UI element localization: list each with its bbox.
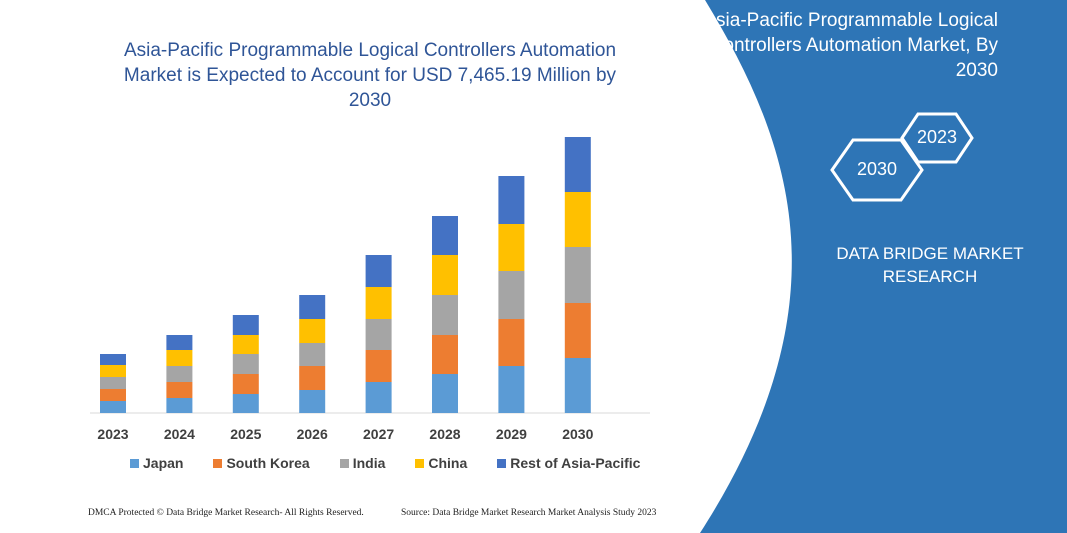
- hex-label-2023: 2023: [916, 127, 958, 147]
- bar-2024-rest-of-asia-pacific: [166, 335, 193, 350]
- bar-2026-china: [299, 319, 326, 343]
- bar-2029-rest-of-asia-pacific: [498, 176, 525, 224]
- x-tick-label: 2027: [363, 426, 395, 442]
- legend-item-rest-of-asia-pacific: Rest of Asia-Pacific: [497, 455, 640, 471]
- bar-2027-japan: [365, 382, 392, 413]
- bar-2023-china: [100, 365, 126, 377]
- legend-swatch: [339, 458, 349, 468]
- bar-2029-china: [498, 224, 525, 271]
- bar-2030-south-korea: [564, 303, 591, 358]
- bar-2028-japan: [432, 374, 458, 413]
- legend-swatch: [415, 458, 425, 468]
- bar-2026-rest-of-asia-pacific: [299, 295, 326, 319]
- bar-2027-india: [365, 319, 392, 350]
- bars: [100, 137, 591, 413]
- legend: Japan South Korea India China Rest of As…: [130, 455, 640, 471]
- panel-title: Asia-Pacific Programmable Logical Contro…: [703, 10, 998, 81]
- bar-2028-rest-of-asia-pacific: [432, 216, 458, 255]
- bar-2030-china: [564, 192, 591, 247]
- bar-2030-japan: [564, 358, 591, 413]
- bar-2024-japan: [166, 398, 193, 413]
- x-tick-label: 2024: [163, 426, 195, 442]
- bar-2029-japan: [498, 366, 525, 413]
- legend-swatch: [213, 458, 223, 468]
- bar-2027-rest-of-asia-pacific: [365, 255, 392, 287]
- bar-2025-china: [232, 335, 259, 354]
- legend-item-south-korea: South Korea: [213, 455, 310, 471]
- bar-2030-india: [564, 247, 591, 303]
- bar-2029-south-korea: [498, 319, 525, 366]
- bar-2028-south-korea: [432, 335, 458, 374]
- legend-swatch: [497, 458, 507, 468]
- bar-2024-china: [166, 350, 193, 366]
- x-tick-label: 2025: [230, 426, 262, 442]
- hexagon-2030-icon: [830, 138, 924, 202]
- x-tick-label: 2028: [429, 426, 461, 442]
- footer-source: Source: Data Bridge Market Research Mark…: [401, 508, 657, 518]
- legend-swatch: [130, 458, 139, 468]
- bar-2023-rest-of-asia-pacific: [100, 354, 126, 365]
- bar-2023-india: [100, 377, 126, 389]
- footer-copyright: DMCA Protected © Data Bridge Market Rese…: [88, 508, 364, 518]
- x-tick-label: 2026: [296, 426, 328, 442]
- legend-item-japan: Japan: [130, 455, 183, 471]
- hexagon-2023-icon: [900, 112, 974, 164]
- x-tick-label: 2029: [495, 426, 527, 442]
- bar-2023-japan: [100, 401, 126, 413]
- bar-2026-japan: [299, 390, 326, 413]
- legend-label: China: [428, 455, 468, 471]
- x-tick-label: 2030: [562, 426, 594, 442]
- bar-2027-china: [365, 287, 392, 319]
- blue-panel: [700, 0, 1067, 533]
- legend-item-india: India: [339, 455, 386, 471]
- hex-label-2030: 2030: [856, 159, 898, 179]
- bar-2025-india: [232, 354, 259, 374]
- bar-2030-rest-of-asia-pacific: [564, 137, 591, 192]
- bar-2027-south-korea: [365, 350, 392, 382]
- bar-2025-rest-of-asia-pacific: [232, 315, 259, 335]
- legend-label: India: [352, 455, 386, 471]
- chart-title: Asia-Pacific Programmable Logical Contro…: [123, 40, 617, 111]
- bar-2028-india: [432, 295, 458, 335]
- x-tick-label: 2023: [97, 426, 129, 442]
- bar-2024-south-korea: [166, 382, 193, 398]
- bar-2026-india: [299, 343, 326, 366]
- legend-label: Japan: [143, 455, 184, 471]
- bar-2026-south-korea: [299, 366, 326, 390]
- brand-name: DATA BRIDGE MARKET RESEARCH: [836, 244, 1024, 286]
- bar-2029-india: [498, 271, 525, 319]
- bar-2023-south-korea: [100, 389, 126, 401]
- legend-label: Rest of Asia-Pacific: [510, 455, 641, 471]
- bar-2024-india: [166, 366, 193, 382]
- legend-item-china: China: [415, 455, 467, 471]
- bar-2025-japan: [232, 394, 259, 413]
- bar-2025-south-korea: [232, 374, 259, 394]
- legend-label: South Korea: [226, 455, 310, 471]
- bar-2028-china: [432, 255, 458, 295]
